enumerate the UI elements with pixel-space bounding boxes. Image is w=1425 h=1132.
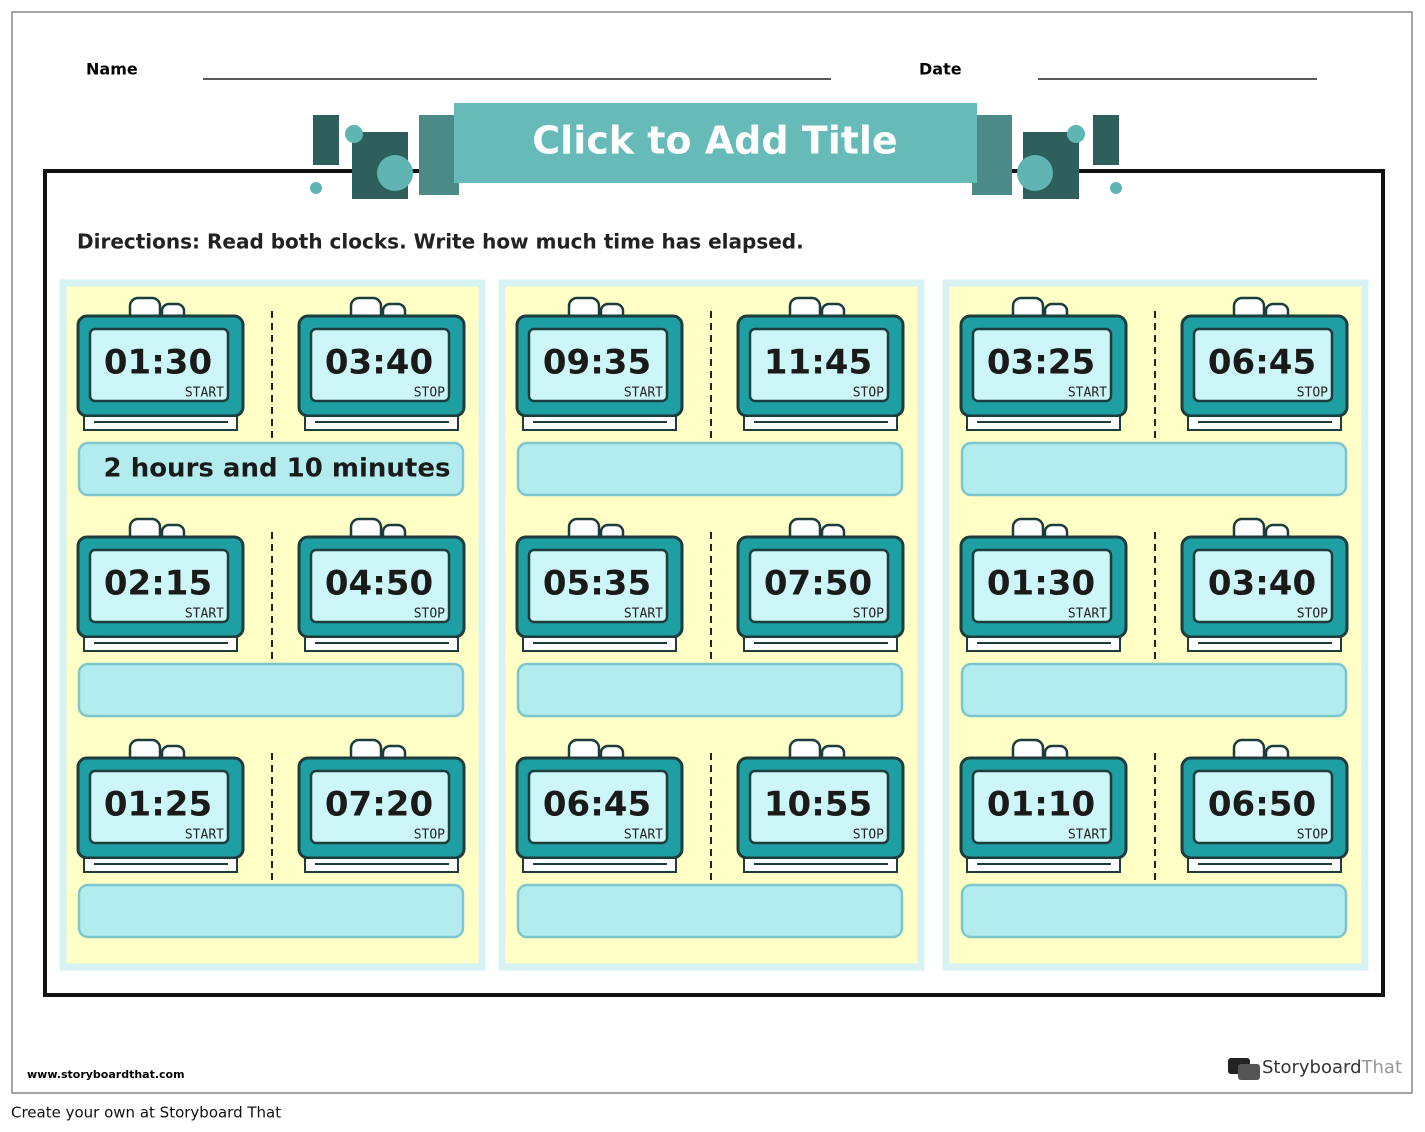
- clock-time: 07:20: [325, 785, 433, 825]
- clock: 01:25 START: [76, 738, 245, 873]
- clock-label: START: [185, 828, 224, 843]
- clock-label: STOP: [853, 386, 884, 401]
- clock: 03:40 STOP: [297, 296, 466, 431]
- clock: 09:35 START: [515, 296, 684, 431]
- clock-screen: [309, 327, 451, 403]
- clock-label: START: [624, 607, 663, 622]
- clock: 07:20 STOP: [297, 738, 466, 873]
- clock-label: STOP: [1297, 828, 1328, 843]
- clock-label: STOP: [414, 607, 445, 622]
- clock-label: START: [624, 828, 663, 843]
- date-label: Date: [919, 60, 962, 79]
- clock: 11:45 STOP: [736, 296, 905, 431]
- worksheet-title[interactable]: Click to Add Title: [532, 119, 897, 163]
- clock-time: 09:35: [543, 343, 651, 383]
- clock-time: 06:45: [1208, 343, 1316, 383]
- clock-screen: [309, 548, 451, 624]
- clock-screen: [748, 327, 890, 403]
- clock-time: 07:50: [764, 564, 872, 604]
- clock-time: 03:40: [325, 343, 433, 383]
- clock-time: 04:50: [325, 564, 433, 604]
- clock-screen: [971, 769, 1113, 845]
- answer-box: [516, 662, 904, 718]
- clock: 05:35 START: [515, 517, 684, 652]
- clock: 03:40 STOP: [1180, 517, 1349, 652]
- clock-time: 05:35: [543, 564, 651, 604]
- clock: 06:45 START: [515, 738, 684, 873]
- clock: 02:15 START: [76, 517, 245, 652]
- clock-label: STOP: [1297, 607, 1328, 622]
- answer-box: [516, 883, 904, 939]
- clock-label: STOP: [853, 607, 884, 622]
- clock-time: 06:50: [1208, 785, 1316, 825]
- clock-time: 02:15: [104, 564, 212, 604]
- clock-time: 11:45: [764, 343, 872, 383]
- clock-label: STOP: [414, 828, 445, 843]
- clock-screen: [1192, 327, 1334, 403]
- clock-screen: [88, 769, 230, 845]
- directions: Directions: Read both clocks. Write how …: [77, 230, 804, 254]
- answer-box: [77, 441, 465, 497]
- clock-time: 10:55: [764, 785, 872, 825]
- clock-label: START: [1068, 828, 1107, 843]
- clock-time: 01:30: [104, 343, 212, 383]
- clock: 01:30 START: [959, 517, 1128, 652]
- answer-box: [77, 883, 465, 939]
- clock-screen: [971, 548, 1113, 624]
- clock-screen: [88, 327, 230, 403]
- clock-screen: [1192, 548, 1334, 624]
- logo: StoryboardThat: [1228, 1057, 1402, 1080]
- clock: 06:50 STOP: [1180, 738, 1349, 873]
- answer-box: [77, 662, 465, 718]
- answer-box: [960, 662, 1348, 718]
- clock-label: START: [624, 386, 663, 401]
- clock-label: STOP: [414, 386, 445, 401]
- clock-time: 06:45: [543, 785, 651, 825]
- title-decoration: [310, 103, 1122, 199]
- clock: 03:25 START: [959, 296, 1128, 431]
- clock-time: 01:30: [987, 564, 1095, 604]
- panels: 01:30 START 03:40 STOP 2 hours and 10 minute…: [59, 279, 1369, 971]
- answer-box: [960, 441, 1348, 497]
- clock-label: STOP: [1297, 386, 1328, 401]
- clock-screen: [748, 548, 890, 624]
- answer-box: [516, 441, 904, 497]
- clock-screen: [527, 769, 669, 845]
- clock-label: START: [1068, 607, 1107, 622]
- logo-text: StoryboardThat: [1262, 1057, 1402, 1078]
- clock: 04:50 STOP: [297, 517, 466, 652]
- clock: 01:30 START: [76, 296, 245, 431]
- clock: 06:45 STOP: [1180, 296, 1349, 431]
- clock-time: 01:10: [987, 785, 1095, 825]
- clock-screen: [748, 769, 890, 845]
- answer-box: [960, 883, 1348, 939]
- clock-screen: [1192, 769, 1334, 845]
- clock-screen: [527, 548, 669, 624]
- clock-time: 03:40: [1208, 564, 1316, 604]
- credit: Create your own at Storyboard That: [11, 1104, 281, 1122]
- clock-time: 01:25: [104, 785, 212, 825]
- name-label: Name: [86, 60, 138, 79]
- answer-text: 2 hours and 10 minutes: [104, 454, 451, 484]
- clock-label: START: [185, 607, 224, 622]
- clock: 01:10 START: [959, 738, 1128, 873]
- clock-screen: [527, 327, 669, 403]
- clock-label: START: [185, 386, 224, 401]
- clock-time: 03:25: [987, 343, 1095, 383]
- clock-screen: [971, 327, 1113, 403]
- clock-screen: [88, 548, 230, 624]
- clock-screen: [309, 769, 451, 845]
- clock: 07:50 STOP: [736, 517, 905, 652]
- clock-label: STOP: [853, 828, 884, 843]
- website: www.storyboardthat.com: [27, 1068, 185, 1081]
- clock-label: START: [1068, 386, 1107, 401]
- clock: 10:55 STOP: [736, 738, 905, 873]
